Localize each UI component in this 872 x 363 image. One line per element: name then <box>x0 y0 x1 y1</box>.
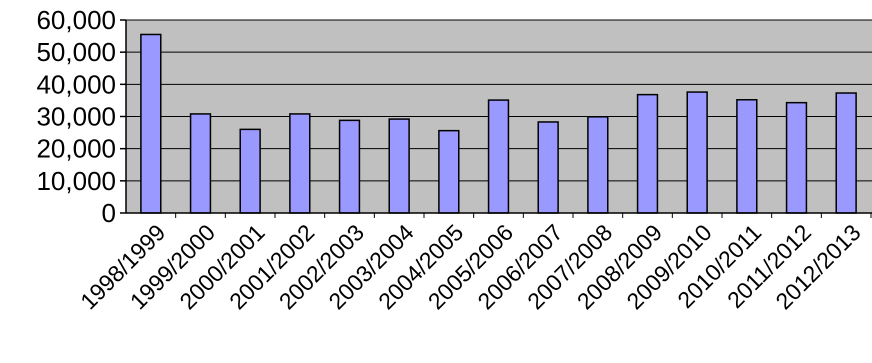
bar <box>239 128 261 214</box>
bar <box>537 121 559 214</box>
y-tick-label: 60,000 <box>36 5 116 35</box>
bar <box>438 129 460 214</box>
x-tick-labels: 1998/19991999/20002000/20012001/20022002… <box>75 219 866 314</box>
bar <box>736 99 758 214</box>
axes <box>120 19 872 218</box>
bar <box>587 116 609 214</box>
y-tick-label: 20,000 <box>36 134 116 164</box>
bar <box>388 118 410 214</box>
y-tick-label: 50,000 <box>36 37 116 67</box>
bar <box>487 99 510 214</box>
y-tick-label: 40,000 <box>36 69 116 99</box>
bar <box>686 91 708 214</box>
y-tick-label: 0 <box>102 198 116 228</box>
bar <box>636 93 659 214</box>
bars <box>140 33 857 214</box>
bar <box>140 33 162 214</box>
bar <box>338 119 361 214</box>
y-tick-label: 10,000 <box>36 166 116 196</box>
bar <box>189 113 212 214</box>
bar <box>835 92 857 214</box>
bar <box>289 113 311 214</box>
bar <box>785 101 808 214</box>
y-tick-label: 30,000 <box>36 102 116 132</box>
